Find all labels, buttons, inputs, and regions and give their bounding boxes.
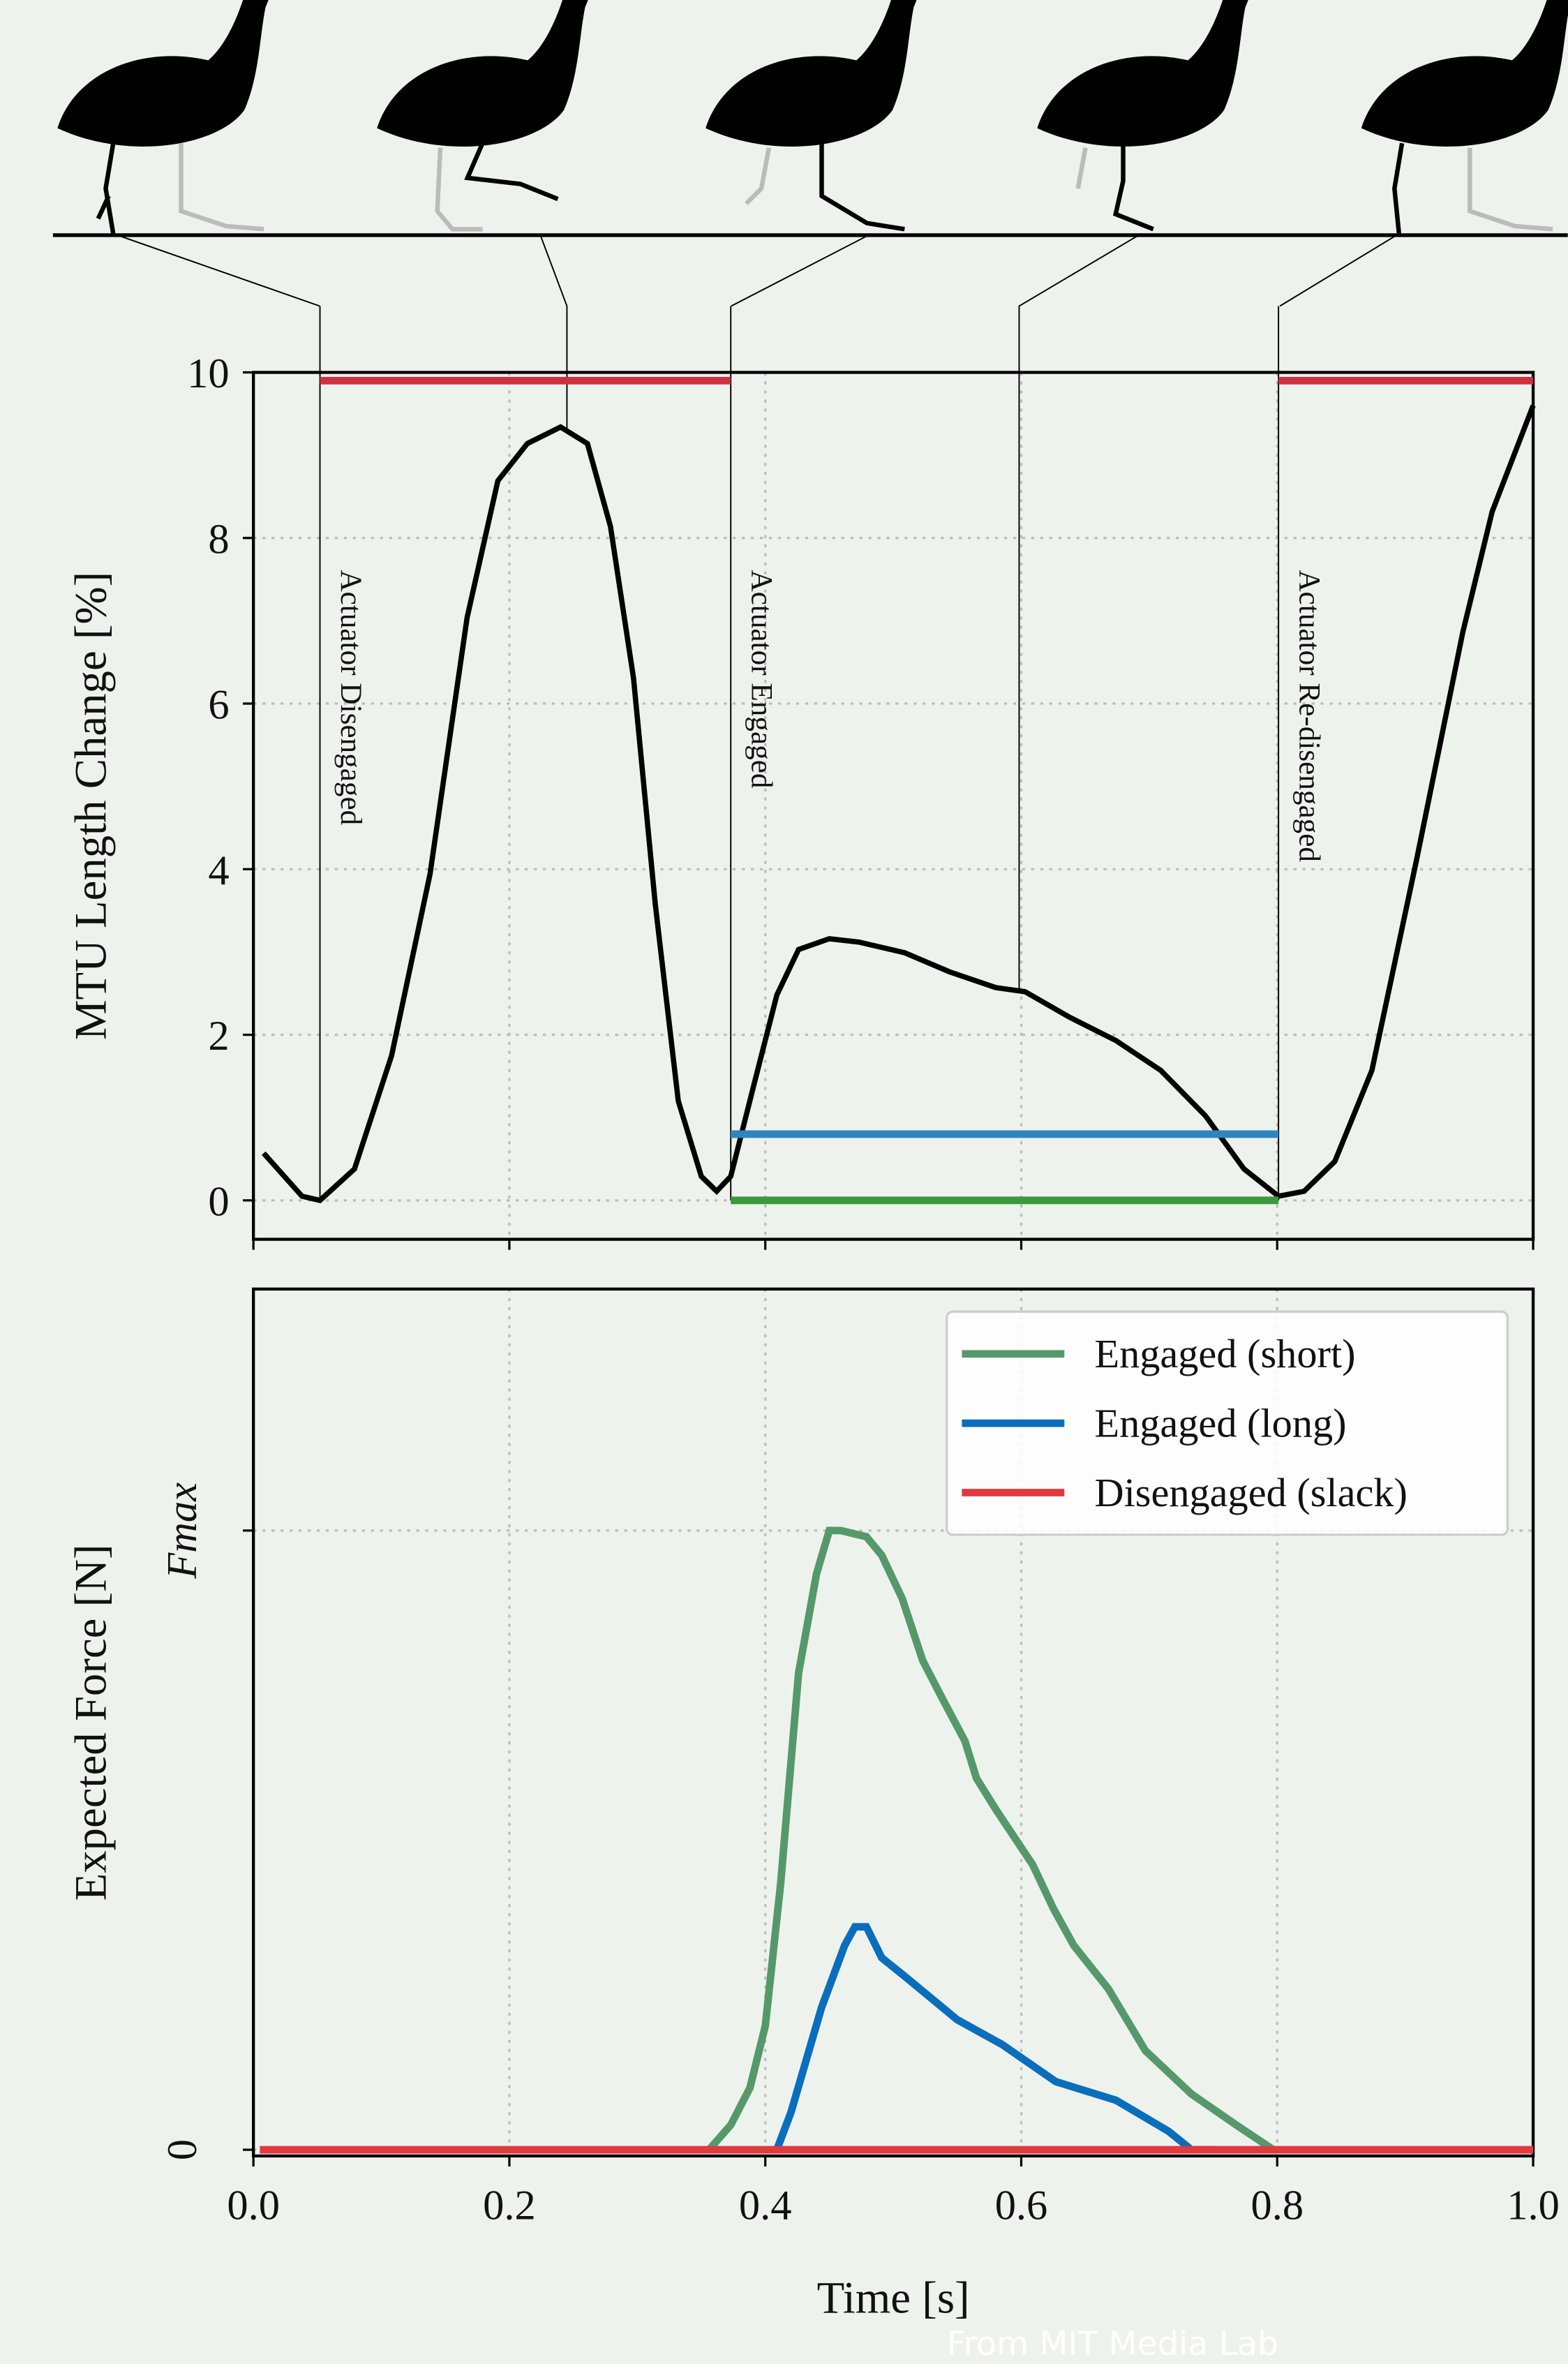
annotation-text: Actuator Engaged xyxy=(745,570,777,789)
y-tick-label: 2 xyxy=(208,1013,229,1060)
data-line xyxy=(773,1923,1214,2154)
legend-label: Engaged (long) xyxy=(1094,1401,1346,1446)
annotation-text: Actuator Re-disengaged xyxy=(1292,570,1325,863)
x-tick-label: 0.6 xyxy=(995,2183,1048,2229)
legend-label: Engaged (short) xyxy=(1094,1331,1355,1376)
x-tick-label: 0.2 xyxy=(483,2183,536,2229)
plot-frame xyxy=(251,371,1535,1241)
y-axis-label: MTU Length Change [%] xyxy=(66,572,116,1040)
x-tick-label: 1.0 xyxy=(1507,2183,1560,2229)
x-axis-label: Time [s] xyxy=(817,2273,970,2324)
annotation-text: Actuator Disengaged xyxy=(334,570,367,826)
birds xyxy=(57,0,1568,235)
data-line xyxy=(705,1526,1276,2153)
legend-label: Disengaged (slack) xyxy=(1094,1470,1408,1515)
connectors xyxy=(112,232,1400,993)
source-note: From MIT Media Lab xyxy=(947,2325,1279,2363)
legend-box xyxy=(946,1310,1509,1536)
y-tick-label: 8 xyxy=(208,516,229,563)
data-line xyxy=(262,404,1536,1203)
y-tick-label: 4 xyxy=(208,847,229,894)
y-tick-label: 6 xyxy=(208,682,229,729)
y-tick-label: Fmax xyxy=(159,1482,206,1579)
plot-frame xyxy=(251,1287,1535,2158)
legend: Engaged (short) Engaged (long) Disengaged … xyxy=(946,1310,1509,1536)
x-tick-label: 0.8 xyxy=(1250,2183,1304,2229)
y-tick-label: 0 xyxy=(159,2139,206,2160)
x-tick-label: 0.4 xyxy=(739,2183,792,2229)
y-tick-label: 0 xyxy=(208,1178,229,1225)
y-tick-label: 10 xyxy=(187,350,229,397)
y-axis-label: Expected Force [N] xyxy=(66,1544,116,1901)
x-tick-label: 0.0 xyxy=(227,2183,280,2229)
